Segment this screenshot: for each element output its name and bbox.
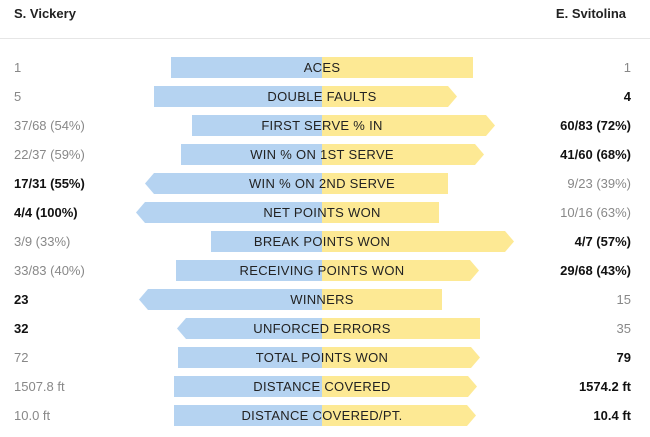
- stat-row: DISTANCE COVERED 1507.8 ft 1574.2 ft: [0, 371, 650, 400]
- right-player-bar: [322, 260, 479, 281]
- stat-label: WINNERS: [290, 292, 354, 307]
- left-player-bar: [211, 231, 322, 252]
- right-player-value: 15: [616, 292, 631, 307]
- stat-label: WIN % ON 2ND SERVE: [248, 176, 396, 191]
- left-player-bar: [181, 144, 322, 165]
- stat-row: WIN % ON 1ST SERVE 22/37 (59%) 41/60 (68%): [0, 139, 650, 168]
- right-player-bar: [322, 318, 480, 339]
- stat-row: BREAK POINTS WON 3/9 (33%) 4/7 (57%): [0, 226, 650, 255]
- stat-row: TOTAL POINTS WON 72 79: [0, 342, 650, 371]
- right-player-bar: [322, 202, 439, 223]
- left-player-bar: [136, 202, 322, 223]
- stat-row: WINNERS 23 15: [0, 284, 650, 313]
- right-player-value: 41/60 (68%): [560, 147, 631, 162]
- right-player-value: 10.4 ft: [593, 408, 631, 423]
- left-player-value: 33/83 (40%): [14, 263, 85, 278]
- left-player-bar: [171, 57, 322, 78]
- left-player-bar: [192, 115, 322, 136]
- right-player-value: 4: [623, 89, 631, 104]
- left-player-bar: [174, 376, 322, 397]
- right-player-bar: [322, 86, 457, 107]
- stat-row: UNFORCED ERRORS 32 35: [0, 313, 650, 342]
- stat-label: DISTANCE COVERED/PT.: [241, 408, 403, 423]
- stat-row: FIRST SERVE % IN 37/68 (54%) 60/83 (72%): [0, 110, 650, 139]
- right-player-bar: [322, 376, 477, 397]
- match-stats-header: S. Vickery E. Svitolina: [0, 0, 650, 39]
- left-player-value: 1507.8 ft: [14, 379, 65, 394]
- left-player-value: 72: [14, 350, 29, 365]
- right-player-value: 1574.2 ft: [578, 379, 631, 394]
- right-player-value: 60/83 (72%): [560, 118, 631, 133]
- left-player-bar: [139, 289, 322, 310]
- right-player-value: 1: [623, 60, 631, 75]
- left-player-bar: [176, 260, 322, 281]
- stat-row: ACES 1 1: [0, 52, 650, 81]
- left-player-bar: [177, 318, 322, 339]
- right-player-value: 29/68 (43%): [560, 263, 631, 278]
- stat-label: NET POINTS WON: [263, 205, 381, 220]
- stat-row: RECEIVING POINTS WON 33/83 (40%) 29/68 (43…: [0, 255, 650, 284]
- player-right-name: E. Svitolina: [555, 6, 626, 21]
- stat-label: WIN % ON 1ST SERVE: [250, 147, 394, 162]
- stat-row: DISTANCE COVERED/PT. 10.0 ft 10.4 ft: [0, 400, 650, 429]
- stat-label: ACES: [303, 60, 341, 75]
- left-player-bar: [174, 405, 322, 426]
- stat-label: UNFORCED ERRORS: [253, 321, 391, 336]
- right-player-bar: [322, 231, 514, 252]
- stat-label: RECEIVING POINTS WON: [239, 263, 405, 278]
- left-player-value: 3/9 (33%): [14, 234, 71, 249]
- left-player-bar: [154, 86, 322, 107]
- right-player-value: 4/7 (57%): [574, 234, 631, 249]
- right-player-bar: [322, 405, 476, 426]
- right-player-bar: [322, 347, 480, 368]
- left-player-value: 17/31 (55%): [14, 176, 85, 191]
- right-player-bar: [322, 144, 484, 165]
- left-player-bar: [145, 173, 322, 194]
- left-player-value: 1: [14, 60, 22, 75]
- left-player-value: 4/4 (100%): [14, 205, 78, 220]
- left-player-value: 5: [14, 89, 22, 104]
- right-player-bar: [322, 173, 448, 194]
- right-player-bar: [322, 115, 495, 136]
- left-player-value: 10.0 ft: [14, 408, 51, 423]
- right-player-value: 9/23 (39%): [567, 176, 631, 191]
- stat-row: NET POINTS WON 4/4 (100%) 10/16 (63%): [0, 197, 650, 226]
- stats-comparison-list: ACES 1 1 DOUBLE FAULTS 5 4 FIRST SERVE % IN 37/…: [0, 52, 650, 429]
- left-player-value: 37/68 (54%): [14, 118, 85, 133]
- stat-row: DOUBLE FAULTS 5 4: [0, 81, 650, 110]
- stat-label: DOUBLE FAULTS: [267, 89, 377, 104]
- left-player-value: 22/37 (59%): [14, 147, 85, 162]
- right-player-value: 79: [616, 350, 631, 365]
- stat-label: FIRST SERVE % IN: [261, 118, 383, 133]
- player-left-name: S. Vickery: [14, 6, 76, 21]
- stat-label: DISTANCE COVERED: [253, 379, 391, 394]
- right-player-bar: [322, 289, 442, 310]
- left-player-value: 23: [14, 292, 29, 307]
- right-player-bar: [322, 57, 473, 78]
- left-player-bar: [178, 347, 322, 368]
- stat-row: WIN % ON 2ND SERVE 17/31 (55%) 9/23 (39%): [0, 168, 650, 197]
- left-player-value: 32: [14, 321, 29, 336]
- stat-label: BREAK POINTS WON: [253, 234, 391, 249]
- stat-label: TOTAL POINTS WON: [255, 350, 389, 365]
- right-player-value: 10/16 (63%): [560, 205, 631, 220]
- right-player-value: 35: [616, 321, 631, 336]
